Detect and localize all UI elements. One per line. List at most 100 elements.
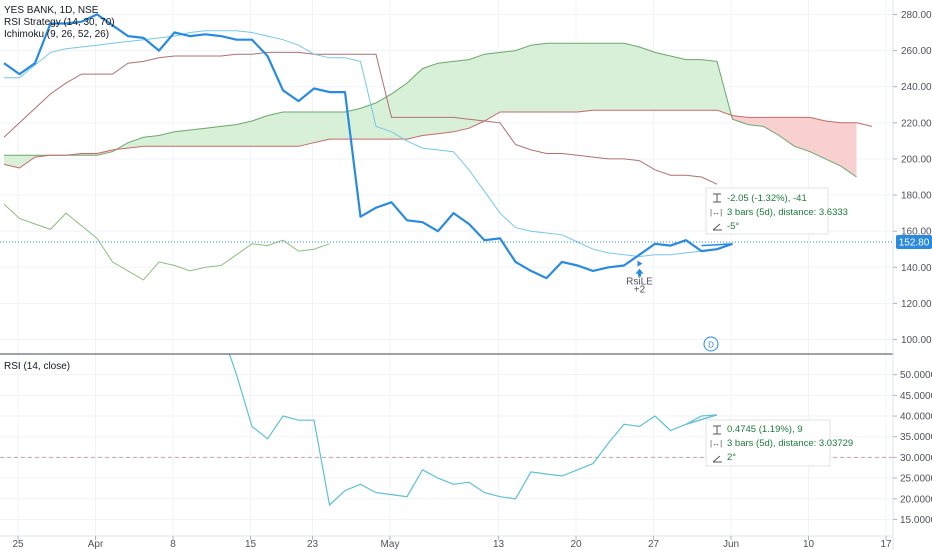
cloud-segment bbox=[608, 43, 624, 111]
cloud-segment bbox=[841, 122, 857, 177]
measure-main-angle: -5° bbox=[727, 221, 739, 232]
rsi-tick-label: 20.0000 bbox=[900, 494, 932, 505]
cloud-segment bbox=[794, 117, 810, 152]
time-tick-label: 27 bbox=[648, 539, 660, 550]
price-tick-label: 100.00 bbox=[901, 335, 932, 346]
cloud-segment bbox=[469, 54, 485, 129]
leading-span-b-line bbox=[3, 109, 873, 169]
time-tick-label: Jun bbox=[723, 539, 739, 550]
base-line bbox=[3, 51, 718, 185]
cloud-segment bbox=[562, 43, 578, 112]
cloud-segment bbox=[670, 55, 686, 111]
cloud-segment bbox=[159, 131, 175, 147]
price-tick-label: 280.00 bbox=[901, 10, 932, 21]
d-badge-label: D bbox=[708, 341, 714, 350]
time-tick-label: 17 bbox=[880, 539, 892, 550]
rsi-tick-label: 25.0000 bbox=[900, 474, 932, 485]
cloud-segment bbox=[252, 115, 268, 147]
lagging-span-line bbox=[3, 203, 330, 281]
time-tick-label: 10 bbox=[803, 539, 815, 550]
cloud-segment bbox=[546, 43, 562, 112]
cloud-segment bbox=[593, 43, 609, 111]
last-price-tag bbox=[896, 235, 932, 249]
price-tick-label: 160.00 bbox=[901, 227, 932, 238]
rsi-tick-label: 15.0000 bbox=[900, 515, 932, 526]
measure-box-rsi[interactable]: 0.4745 (1.19%), 9 |↔| 3 bars (5d), dista… bbox=[705, 419, 853, 467]
cloud-segment bbox=[438, 61, 454, 134]
cloud-segment bbox=[748, 117, 764, 127]
measure-main-change: -2.05 (-1.32%), -41 bbox=[727, 193, 807, 204]
cloud-segment bbox=[391, 83, 407, 140]
measure-angle-icon bbox=[712, 223, 722, 231]
cloud-segment bbox=[422, 63, 438, 136]
signal-triangle-icon bbox=[637, 260, 643, 267]
d-badge[interactable] bbox=[703, 336, 719, 352]
signal-arrow-icon bbox=[635, 268, 644, 277]
cloud-segment bbox=[686, 59, 702, 111]
cloud-segment bbox=[329, 111, 345, 140]
rsi-series bbox=[228, 354, 718, 507]
price-axis-bg bbox=[893, 0, 932, 550]
time-tick-label: 20 bbox=[570, 539, 582, 550]
time-tick-label: May bbox=[381, 539, 400, 550]
measure-rsi-angle: 2° bbox=[727, 452, 736, 463]
measure-range-icon: |↔| bbox=[710, 208, 722, 217]
cloud-segment bbox=[236, 121, 252, 147]
measure-height-icon bbox=[713, 425, 721, 435]
price-tick-label: 240.00 bbox=[901, 82, 932, 93]
price-axis[interactable]: 100.00 120.00 140.00 160.00 180.00 200.00 220.… bbox=[893, 10, 932, 346]
cloud-segment bbox=[174, 130, 190, 147]
measure-rsi-bars: 3 bars (5d), distance: 3.03729 bbox=[727, 438, 853, 449]
legend-ichimoku[interactable]: Ichimoku (9, 26, 52, 26) bbox=[4, 29, 109, 40]
time-tick-label: 25 bbox=[12, 539, 24, 550]
measure-rsi-change: 0.4745 (1.19%), 9 bbox=[727, 424, 803, 435]
cloud-segment bbox=[577, 43, 593, 112]
time-tick-label: 8 bbox=[170, 539, 176, 550]
time-axis[interactable]: 25 Apr 8 15 23 May 13 20 27 Jun 10 17 bbox=[12, 536, 892, 550]
cloud-segment bbox=[515, 45, 531, 112]
price-line bbox=[3, 13, 733, 280]
cloud-segment bbox=[810, 117, 826, 159]
price-tick-label: 260.00 bbox=[901, 46, 932, 57]
rsi-tick-label: 35.0000 bbox=[900, 432, 932, 443]
measure-box-main[interactable]: -2.05 (-1.32%), -41 |↔| 3 bars (5d), dis… bbox=[705, 187, 848, 235]
measure-main-line bbox=[701, 243, 733, 247]
cloud-segment bbox=[314, 111, 330, 143]
time-tick-label: 23 bbox=[307, 539, 319, 550]
cloud-segment bbox=[779, 117, 795, 147]
cloud-segment bbox=[531, 43, 547, 112]
cloud-segment bbox=[205, 126, 221, 147]
price-tick-label: 200.00 bbox=[901, 154, 932, 165]
cloud-segment bbox=[143, 135, 159, 147]
time-tick-label: Apr bbox=[88, 539, 104, 550]
strategy-signal[interactable]: RsiLE +2 bbox=[626, 260, 653, 296]
signal-qty: +2 bbox=[634, 285, 646, 296]
cloud-segment bbox=[453, 59, 469, 132]
cloud-segment bbox=[484, 52, 500, 122]
rsi-tick-label: 30.0000 bbox=[900, 453, 932, 464]
price-tick-label: 140.00 bbox=[901, 263, 932, 274]
legend-rsi[interactable]: RSI (14, close) bbox=[4, 361, 70, 372]
price-tick-label: 220.00 bbox=[901, 118, 932, 129]
cloud-segment bbox=[407, 68, 423, 140]
cloud-segment bbox=[221, 124, 237, 147]
cloud-segment bbox=[763, 117, 779, 136]
signal-name: RsiLE bbox=[626, 277, 653, 288]
cloud-segment bbox=[283, 111, 299, 147]
rsi-tick-label: 45.0000 bbox=[900, 391, 932, 402]
cloud-segment bbox=[500, 50, 516, 112]
rsi-line bbox=[228, 354, 718, 507]
cloud-segment bbox=[298, 111, 314, 147]
price-tick-label: 120.00 bbox=[901, 299, 932, 310]
legend-symbol[interactable]: YES BANK, 1D, NSE bbox=[4, 5, 99, 16]
measure-range-icon: |↔| bbox=[710, 439, 722, 448]
measure-rsi-line bbox=[685, 414, 718, 426]
cloud-segment bbox=[624, 43, 640, 111]
conversion-line bbox=[4, 30, 733, 258]
legend-strategy[interactable]: RSI Strategy (14, 30, 70) bbox=[4, 17, 115, 28]
cloud-segment bbox=[639, 46, 655, 111]
cloud-segment bbox=[267, 111, 283, 147]
measure-height-icon bbox=[713, 193, 721, 203]
rsi-axis[interactable]: 15.0000 20.0000 25.0000 30.0000 35.0000 40.00… bbox=[893, 370, 932, 526]
